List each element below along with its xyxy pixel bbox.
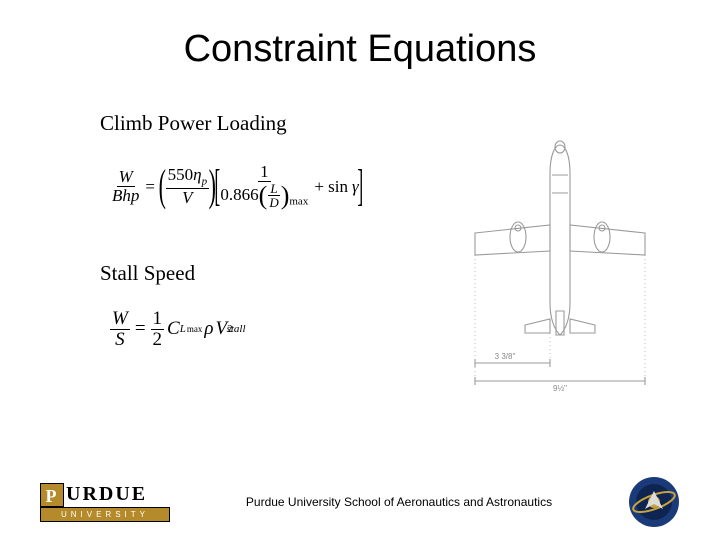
- eq1-lhs-den: Bhp: [110, 187, 141, 205]
- slide-title: Constraint Equations: [0, 0, 720, 71]
- content-area: Climb Power Loading W Bhp = ( 550ηp V ) …: [0, 71, 720, 491]
- eq1-L: L: [268, 182, 279, 197]
- eq1-D: D: [267, 196, 280, 210]
- eq1-equals: =: [145, 177, 155, 197]
- lparen1: (: [159, 171, 166, 202]
- purdue-wordmark: URDUE: [66, 483, 147, 506]
- purdue-university: UNIVERSITY: [40, 507, 170, 522]
- eq2-V: V: [215, 318, 227, 340]
- eq1-max: max: [289, 195, 308, 207]
- eq2-S: S: [113, 330, 127, 350]
- eq2-CL-max: max: [187, 324, 203, 334]
- aero-seal-icon: [628, 476, 680, 528]
- eq1-eta: η: [193, 165, 201, 184]
- footer-text: Purdue University School of Aeronautics …: [170, 495, 628, 509]
- eq2-C: C: [167, 318, 180, 340]
- eq2-CL-L: L: [180, 323, 186, 335]
- eq1-550: 550: [168, 165, 194, 184]
- stall-heading: Stall Speed: [100, 261, 195, 286]
- eq2-Vstall: stall: [227, 323, 246, 335]
- eq1-eta-sub: p: [202, 176, 208, 188]
- eq2-W: W: [110, 309, 130, 330]
- footer: P URDUE UNIVERSITY Purdue University Sch…: [0, 476, 720, 528]
- purdue-p-icon: P: [40, 483, 64, 507]
- eq1-plus-sin: + sin: [314, 177, 348, 197]
- eq2-rho: ρ: [204, 318, 213, 340]
- eq1-one: 1: [258, 163, 271, 182]
- dim-span-full: 9½": [553, 384, 567, 393]
- eq1-0866: 0.866: [220, 185, 258, 204]
- climb-heading: Climb Power Loading: [100, 111, 287, 136]
- eq1-lhs-num: W: [117, 168, 135, 187]
- purdue-logo: P URDUE UNIVERSITY: [40, 483, 170, 522]
- climb-equation: W Bhp = ( 550ηp V ) [ 1 0.866(LD)max + s…: [110, 163, 361, 210]
- lbrack: [: [214, 171, 220, 202]
- aircraft-diagram: 3 3/8" 9½": [455, 133, 665, 393]
- rbrack: ]: [357, 171, 363, 202]
- eq2-2: 2: [151, 330, 165, 350]
- dim-span-left: 3 3/8": [495, 352, 516, 361]
- eq2-1: 1: [151, 309, 165, 330]
- eq1-V: V: [180, 189, 194, 207]
- stall-equation: W S = 1 2 CLmax ρ V2stall: [110, 309, 246, 350]
- eq2-equals: =: [135, 318, 146, 340]
